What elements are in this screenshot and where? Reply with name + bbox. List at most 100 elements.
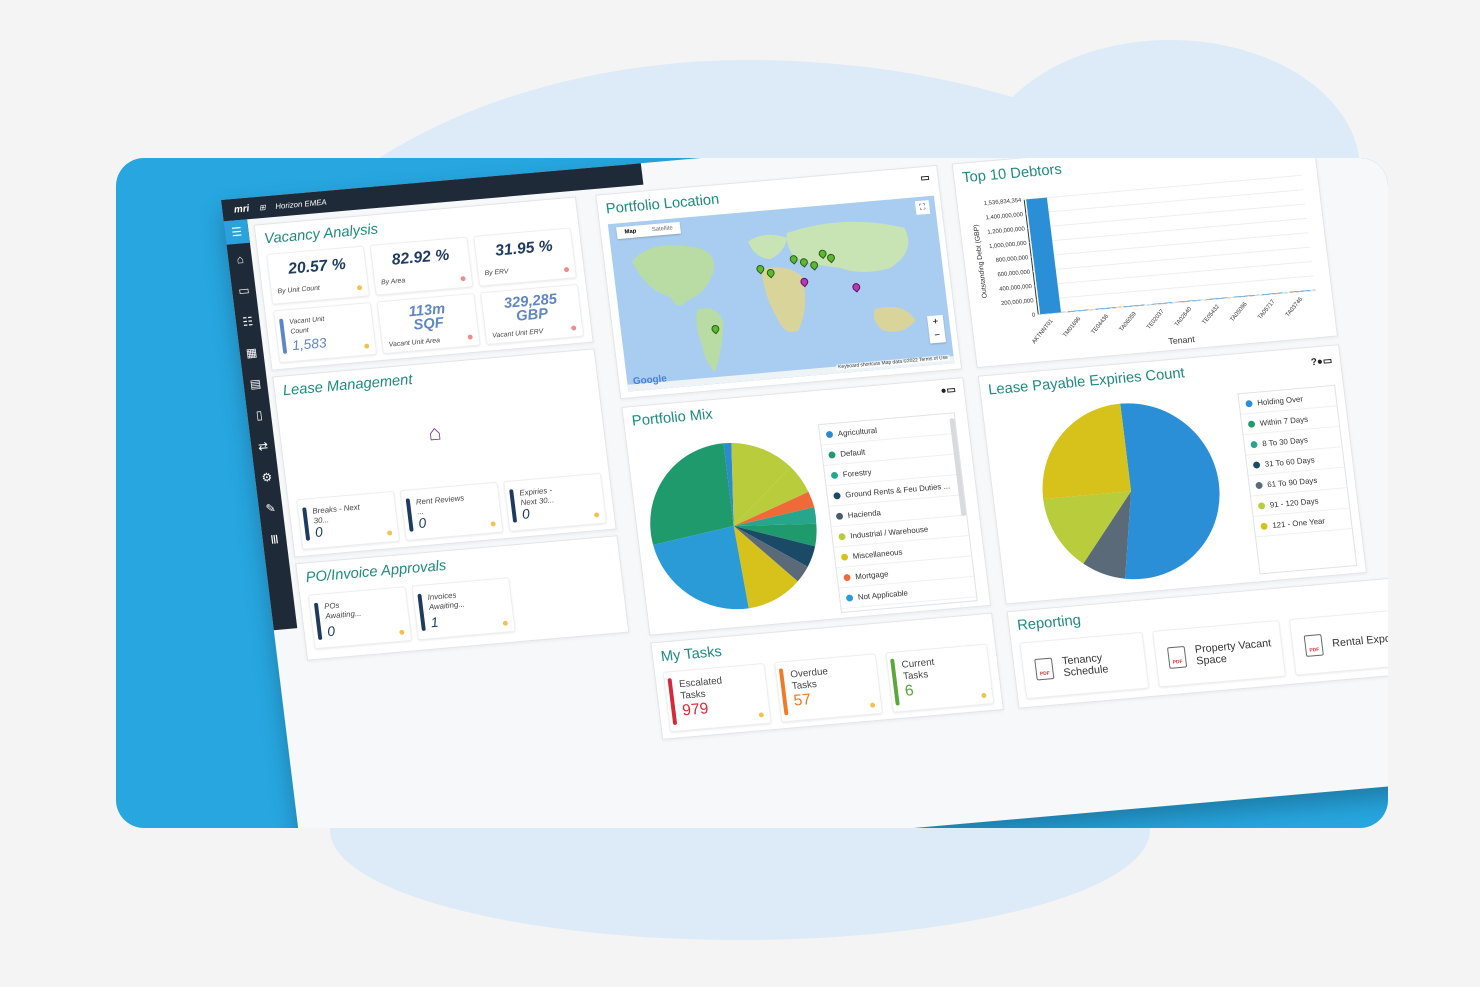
y-axis-label: Outstanding Debt (GBP) (973, 224, 989, 298)
report-label: Tenancy Schedule (1061, 652, 1110, 680)
kpi-vacant-unit-erv[interactable]: 329,285 GBP Vacant Unit ERV (480, 283, 585, 345)
legend-swatch (835, 512, 844, 520)
kpi-by-area[interactable]: 82.92 % By Area (369, 236, 474, 296)
building-icon[interactable]: ▦ (245, 345, 258, 361)
kpi-expiries[interactable]: Expiries - Next 30... 0 (503, 472, 608, 532)
wrench-icon[interactable]: ✎ (264, 501, 277, 516)
report-property-vacant-space[interactable]: Property Vacant Space (1152, 619, 1286, 688)
status-dot (467, 334, 473, 340)
kpi-value: 329,285 GBP (502, 290, 558, 325)
zoom-in-button[interactable]: + (932, 316, 940, 328)
kpi-label: Vacant Unit Area (388, 337, 441, 349)
portfolio-mix-pie (650, 442, 817, 610)
x-tick-label: TA03746 (1285, 296, 1305, 318)
x-tick-label: TA06059 (1119, 311, 1138, 333)
kpi-accent-bar (405, 498, 414, 532)
fullscreen-icon[interactable]: ⛶ (914, 200, 931, 215)
legend-label: Default (839, 447, 866, 459)
task-overdue[interactable]: Overdue Tasks 57 (774, 653, 884, 723)
legend-label: Forestry (842, 467, 872, 479)
legend-swatch (1255, 481, 1263, 489)
app-title: Horizon EMEA (274, 197, 328, 211)
lease-management-title: Lease Management (281, 371, 414, 400)
report-tenancy-schedule[interactable]: Tenancy Schedule (1019, 631, 1150, 700)
legend-label: 8 To 30 Days (1261, 435, 1309, 448)
x-tick-label: TE02037 (1146, 309, 1165, 331)
pie-slice[interactable] (1043, 491, 1139, 566)
kpi-label: POs Awaiting... (323, 600, 362, 621)
settings-icon[interactable]: ⚙ (260, 470, 273, 485)
legend-label: 31 To 60 Days (1264, 455, 1316, 469)
legend-swatch (833, 491, 841, 500)
debtor-bar (1095, 307, 1117, 310)
kpi-pos-awaiting[interactable]: POs Awaiting... 0 (307, 586, 413, 650)
debtor-bar (1123, 304, 1145, 307)
kpi-vacant-unit-area[interactable]: 113m SQF Vacant Unit Area (376, 292, 481, 355)
pie-slice[interactable] (1104, 396, 1230, 580)
task-value: 979 (681, 700, 710, 720)
panel-controls[interactable]: ●▭ (939, 384, 957, 397)
task-label: Current Tasks (901, 657, 935, 683)
pie-slice[interactable] (1075, 491, 1142, 582)
status-dot (460, 276, 466, 282)
zoom-out-button[interactable]: − (933, 329, 941, 342)
kpi-by-unit-count[interactable]: 20.57 % By Unit Count (266, 245, 370, 305)
legend-label: 121 - One Year (1271, 516, 1326, 530)
report-rental-exposure[interactable]: Rental Exposure (1288, 608, 1388, 676)
status-dot (502, 620, 509, 626)
legend-label: Ground Rents & Feu Duties ... (844, 481, 951, 499)
map-view[interactable]: Map Satellite ⛶ + − Google Keyboard shor… (607, 195, 955, 392)
menu-icon[interactable]: ☰ (223, 219, 250, 245)
y-tick-label: 600,000,000 (997, 270, 1031, 279)
legend-label: Agricultural (837, 425, 878, 438)
transfer-icon[interactable]: ⇄ (257, 438, 269, 454)
panel-controls[interactable]: ?●▭ (1310, 355, 1333, 369)
task-current[interactable]: Current Tasks 6 (885, 643, 995, 713)
kpi-by-erv[interactable]: 31.95 % By ERV (473, 227, 577, 287)
kpi-value: 1 (429, 613, 440, 631)
monitor-icon[interactable]: ▭ (237, 283, 251, 298)
home-icon[interactable]: ⌂ (426, 419, 443, 446)
task-accent-bar (890, 658, 900, 706)
kpi-value: 31.95 % (494, 237, 554, 260)
y-tick-label: 400,000,000 (999, 284, 1033, 293)
kpi-label: Vacant Unit ERV (491, 328, 544, 340)
home-icon[interactable]: ⌂ (235, 252, 245, 267)
legend-swatch (1247, 419, 1256, 428)
legend-label: 91 - 120 Days (1269, 496, 1320, 510)
legend-label: Out of Town Offices (860, 607, 929, 613)
debtor-bar (1178, 299, 1200, 303)
kpi-rent-reviews[interactable]: Rent Reviews ... 0 (399, 481, 504, 541)
grid-line (1031, 232, 1309, 258)
kpi-value: 82.92 % (390, 247, 451, 269)
legend-swatch (830, 471, 839, 479)
kpi-value: 0 (417, 514, 428, 531)
task-escalated[interactable]: Escalated Tasks 979 (662, 663, 772, 733)
grid-line (1029, 217, 1307, 244)
debtor-bar (1151, 302, 1172, 305)
map-tab[interactable]: Map (624, 228, 637, 236)
library-icon[interactable]: Ⅲ (269, 532, 280, 547)
kpi-accent-bar (417, 593, 426, 632)
pie-slice[interactable] (1032, 403, 1132, 499)
status-dot (593, 512, 600, 518)
debtor-bar (1026, 197, 1062, 315)
status-dot (758, 712, 765, 718)
status-dot (869, 702, 876, 708)
legend-swatch (1257, 501, 1266, 510)
kpi-vacant-unit-count[interactable]: Vacant Unit Count 1,583 (273, 302, 378, 364)
mri-logo: mri (233, 202, 250, 216)
grid-icon[interactable]: ⊞ (258, 202, 267, 212)
y-tick-label: 800,000,000 (996, 255, 1030, 264)
pdf-icon (1303, 633, 1324, 657)
legend-swatch (843, 573, 851, 581)
kpi-invoices-awaiting[interactable]: Invoices Awaiting... 1 (411, 577, 516, 641)
document-icon[interactable]: ▯ (255, 407, 264, 423)
card-icon[interactable]: ▤ (249, 376, 262, 392)
status-dot (386, 530, 393, 536)
kpi-breaks[interactable]: Breaks - Next 30... 0 (296, 490, 401, 550)
kpi-accent-bar (279, 318, 288, 354)
maximize-icon[interactable]: ▭ (919, 172, 931, 184)
legend-label: Holding Over (1256, 394, 1304, 407)
database-icon[interactable]: ☷ (241, 314, 254, 329)
